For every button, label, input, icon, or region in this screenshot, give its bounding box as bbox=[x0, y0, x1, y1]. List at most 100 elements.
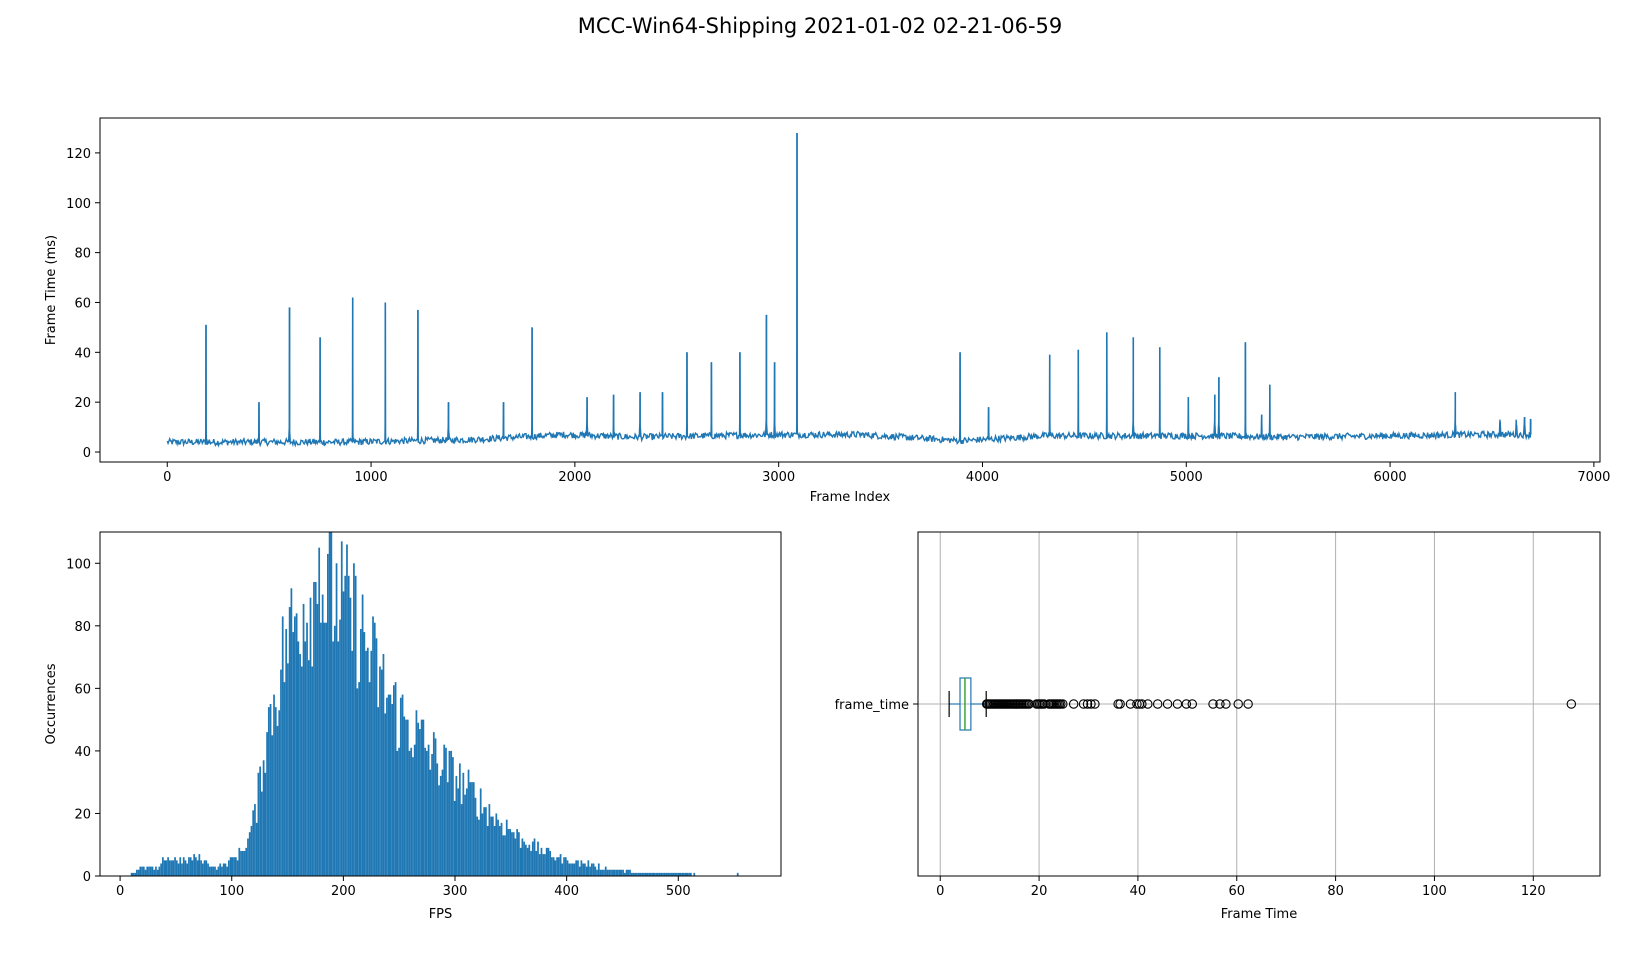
histogram-bar bbox=[264, 772, 267, 876]
histogram-bar bbox=[589, 866, 591, 876]
x-tick-label: 0 bbox=[163, 470, 171, 485]
histogram-bar bbox=[215, 869, 218, 876]
histogram-bar bbox=[650, 872, 652, 876]
histogram-bar bbox=[151, 866, 154, 876]
histogram-bar bbox=[172, 860, 175, 876]
box-outlier bbox=[1068, 699, 1079, 709]
histogram-bar bbox=[226, 866, 229, 876]
histogram-bar bbox=[507, 829, 510, 876]
histogram-bar bbox=[392, 685, 395, 876]
histogram-bar bbox=[483, 807, 486, 876]
histogram-bar bbox=[540, 847, 543, 876]
histogram-bar bbox=[278, 710, 281, 876]
histogram-bar bbox=[221, 866, 223, 876]
histogram-bar bbox=[325, 622, 327, 876]
histogram-bar bbox=[210, 866, 213, 876]
histogram-bar bbox=[547, 847, 550, 876]
histogram-bar bbox=[271, 735, 274, 876]
histogram-bar bbox=[193, 854, 196, 876]
histogram-bar bbox=[509, 829, 512, 876]
histogram-bar bbox=[596, 869, 598, 876]
histogram-bar bbox=[479, 788, 482, 876]
histogram-bar bbox=[467, 769, 470, 876]
histogram-bar bbox=[587, 860, 590, 876]
histogram-bar bbox=[611, 869, 614, 876]
histogram-bar bbox=[347, 575, 350, 876]
histogram-bar bbox=[403, 716, 406, 876]
histogram-bar bbox=[238, 847, 241, 876]
histogram-bar bbox=[693, 872, 696, 876]
histogram-bar bbox=[208, 866, 211, 876]
histogram-bar bbox=[623, 872, 626, 876]
histogram-bar bbox=[653, 872, 656, 876]
y-tick-label: 60 bbox=[74, 296, 91, 311]
y-tick-label: 0 bbox=[83, 446, 91, 461]
histogram-bar bbox=[422, 719, 425, 876]
histogram-bar bbox=[544, 854, 546, 876]
y-tick-label: 80 bbox=[74, 247, 91, 262]
histogram-bar bbox=[146, 866, 149, 876]
histogram-bar bbox=[384, 713, 387, 876]
histogram-bar bbox=[141, 866, 143, 876]
box-outlier bbox=[1221, 699, 1231, 709]
histogram-bar bbox=[505, 819, 508, 876]
x-tick-label: 3000 bbox=[762, 470, 795, 485]
x-axis-label: FPS bbox=[429, 907, 453, 922]
histogram-bar bbox=[332, 641, 334, 876]
histogram-bar bbox=[582, 863, 585, 876]
histogram-bar bbox=[736, 872, 739, 876]
histogram-bar bbox=[288, 607, 291, 876]
frame-time-boxplot: 0 20 40 60 80 100 120 frame_time Frame Time bbox=[835, 531, 1601, 922]
histogram-bar bbox=[448, 750, 451, 876]
histogram-bar bbox=[648, 872, 651, 876]
histogram-bar bbox=[636, 872, 638, 876]
x-tick-label: 20 bbox=[1031, 884, 1048, 899]
histogram-bar bbox=[458, 763, 461, 876]
histogram-bar bbox=[542, 854, 545, 876]
x-tick-label: 0 bbox=[116, 884, 124, 899]
x-tick-label: 2000 bbox=[558, 470, 591, 485]
x-tick-label: 500 bbox=[666, 884, 691, 899]
histogram-bar bbox=[292, 632, 295, 876]
histogram-bar bbox=[617, 869, 619, 876]
histogram-bar bbox=[511, 832, 513, 876]
fps-histogram: 0 100 200 300 400 500 0 20 40 60 80 100 FPS Occurrenc… bbox=[44, 531, 782, 922]
histogram-bar bbox=[148, 866, 150, 876]
histogram-bar bbox=[443, 744, 446, 876]
histogram-bar bbox=[563, 857, 565, 876]
histogram-bar bbox=[629, 869, 631, 876]
histogram-bar bbox=[434, 738, 437, 876]
histogram-bar bbox=[431, 754, 433, 876]
histogram-bar bbox=[191, 860, 194, 876]
histogram-bar bbox=[344, 575, 347, 876]
histogram-bar bbox=[340, 541, 343, 876]
y-tick-label: frame_time bbox=[835, 698, 909, 713]
histogram-bar bbox=[452, 757, 454, 876]
histogram-bar bbox=[297, 641, 300, 876]
histogram-bar bbox=[361, 594, 364, 876]
histogram-bar bbox=[608, 869, 611, 876]
histogram-bar bbox=[224, 863, 227, 876]
histogram-bar bbox=[398, 747, 400, 876]
x-tick-label: 100 bbox=[219, 884, 244, 899]
histogram-bar bbox=[453, 800, 456, 876]
histogram-bar bbox=[573, 863, 576, 876]
y-tick-label: 40 bbox=[74, 745, 91, 760]
histogram-bar bbox=[412, 757, 414, 876]
histogram-bar bbox=[575, 860, 578, 876]
histogram-bar bbox=[663, 872, 666, 876]
histogram-bar bbox=[446, 782, 449, 876]
histogram-bar bbox=[323, 622, 326, 876]
y-tick-label: 40 bbox=[74, 346, 91, 361]
histogram-bar bbox=[294, 616, 296, 876]
histogram-bar bbox=[684, 872, 687, 876]
histogram-bar bbox=[285, 628, 288, 876]
box-outlier bbox=[1078, 699, 1089, 709]
histogram-bar bbox=[189, 857, 192, 876]
x-tick-label: 0 bbox=[936, 884, 944, 899]
box-outlier bbox=[1233, 699, 1243, 709]
histogram-bar bbox=[610, 869, 612, 876]
box-outlier bbox=[1187, 699, 1198, 709]
histogram-bar bbox=[236, 860, 239, 876]
x-tick-label: 5000 bbox=[1170, 470, 1203, 485]
